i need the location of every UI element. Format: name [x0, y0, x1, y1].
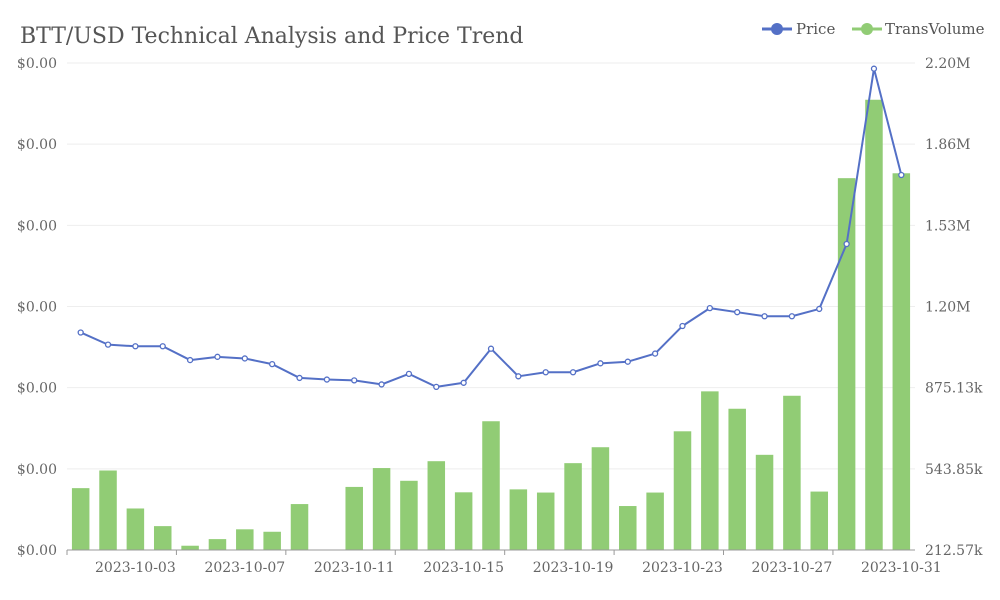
left-axis-tick-label: $0.00	[17, 381, 57, 397]
left-axis: $0.00 $0.00 $0.00 $0.00 $0.00 $0.00 $0.00	[17, 56, 57, 559]
price-point	[132, 343, 139, 350]
price-point	[515, 373, 522, 380]
left-axis-tick-label: $0.00	[17, 543, 57, 559]
volume-bar	[755, 454, 774, 550]
price-point	[870, 65, 878, 72]
right-axis-tick-label: 2.20M	[925, 56, 971, 72]
x-axis-tick-label: 2023-10-07	[204, 560, 285, 576]
price-point	[706, 304, 713, 312]
price-point	[542, 369, 549, 376]
volume-bar	[619, 506, 637, 550]
volume-bar	[181, 545, 199, 550]
price-point	[159, 343, 166, 350]
volume-bar	[99, 470, 117, 550]
price-point	[487, 345, 495, 352]
volume-bar	[400, 480, 418, 550]
price-series-line	[80, 67, 903, 388]
right-axis-tick-label: 1.20M	[925, 300, 971, 316]
x-axis-tick-label: 2023-10-11	[314, 560, 395, 576]
right-axis-tick-label: 543.85k	[925, 462, 983, 478]
left-axis-tick-label: $0.00	[17, 137, 57, 153]
volume-bar	[810, 491, 829, 550]
volume-bar	[454, 492, 473, 550]
price-point	[569, 369, 577, 376]
price-point	[104, 341, 112, 348]
volume-bar	[783, 395, 801, 550]
price-point	[734, 309, 741, 316]
x-axis-tick-label: 2023-10-23	[642, 560, 723, 576]
right-axis: 212.57k 543.85k 875.13k 1.20M 1.53M 1.86M 2.20…	[925, 56, 983, 559]
volume-bar	[290, 504, 309, 550]
right-axis-tick-label: 1.86M	[925, 137, 971, 153]
volume-bar	[126, 508, 145, 550]
volume-bar	[728, 408, 746, 550]
right-axis-tick-label: 1.53M	[925, 218, 971, 234]
x-axis-tick-label: 2023-10-03	[95, 560, 176, 576]
price-point	[351, 377, 358, 384]
volume-bar	[837, 178, 856, 551]
left-axis-tick-label: $0.00	[17, 462, 57, 478]
volume-bar	[372, 468, 391, 550]
x-axis-tick-label: 2023-10-15	[423, 560, 504, 576]
price-point	[186, 356, 194, 364]
volume-bar	[236, 529, 254, 550]
price-point	[898, 171, 905, 179]
right-axis-tick-label: 875.13k	[925, 381, 983, 397]
left-axis-tick-label: $0.00	[17, 300, 57, 316]
legend-label-transvolume: TransVolume	[885, 20, 985, 38]
volume-bar	[701, 391, 719, 550]
price-line	[77, 65, 905, 391]
volume-bar	[153, 526, 172, 550]
volume-bar	[865, 99, 883, 550]
legend-item-transvolume[interactable]: TransVolume	[852, 20, 985, 38]
price-point	[77, 329, 84, 336]
price-point	[788, 313, 796, 320]
price-point	[816, 305, 823, 313]
volume-bar	[509, 489, 528, 550]
volume-bar	[646, 492, 664, 550]
x-axis-tick-label: 2023-10-19	[533, 560, 614, 576]
volume-bar	[892, 173, 911, 550]
price-point	[405, 370, 413, 378]
price-point	[214, 353, 221, 360]
left-axis-tick-label: $0.00	[17, 56, 57, 72]
legend-item-price[interactable]: Price	[762, 20, 835, 38]
volume-bar	[263, 531, 281, 550]
volume-bar	[482, 421, 500, 550]
volume-bar	[591, 447, 610, 550]
price-point	[433, 383, 440, 391]
left-axis-tick-label: $0.00	[17, 218, 57, 234]
x-axis: 2023-10-03 2023-10-07 2023-10-11 2023-10-15…	[66, 549, 942, 576]
price-point	[460, 379, 467, 386]
volume-bar	[345, 486, 363, 550]
price-point	[241, 355, 248, 362]
price-point	[597, 360, 604, 367]
price-point	[624, 358, 631, 365]
price-point	[651, 350, 659, 357]
legend-label-price: Price	[796, 20, 835, 38]
legend: Price TransVolume	[762, 20, 985, 38]
volume-bar	[427, 461, 446, 550]
volume-bar	[536, 492, 555, 550]
x-axis-tick-label: 2023-10-31	[861, 560, 942, 576]
volume-bar	[673, 431, 692, 550]
price-point	[296, 374, 303, 382]
price-point	[269, 360, 276, 368]
volume-bars	[71, 99, 911, 551]
right-axis-tick-label: 212.57k	[925, 543, 983, 559]
price-point	[378, 381, 385, 388]
x-axis-tick-label: 2023-10-27	[752, 560, 833, 576]
volume-bar	[208, 539, 227, 550]
price-point	[323, 376, 331, 383]
price-point	[679, 322, 686, 330]
price-point	[761, 313, 768, 320]
volume-bar	[564, 463, 582, 550]
volume-bar	[71, 488, 90, 550]
price-point	[843, 240, 850, 248]
chart-title: BTT/USD Technical Analysis and Price Tre…	[20, 24, 524, 49]
